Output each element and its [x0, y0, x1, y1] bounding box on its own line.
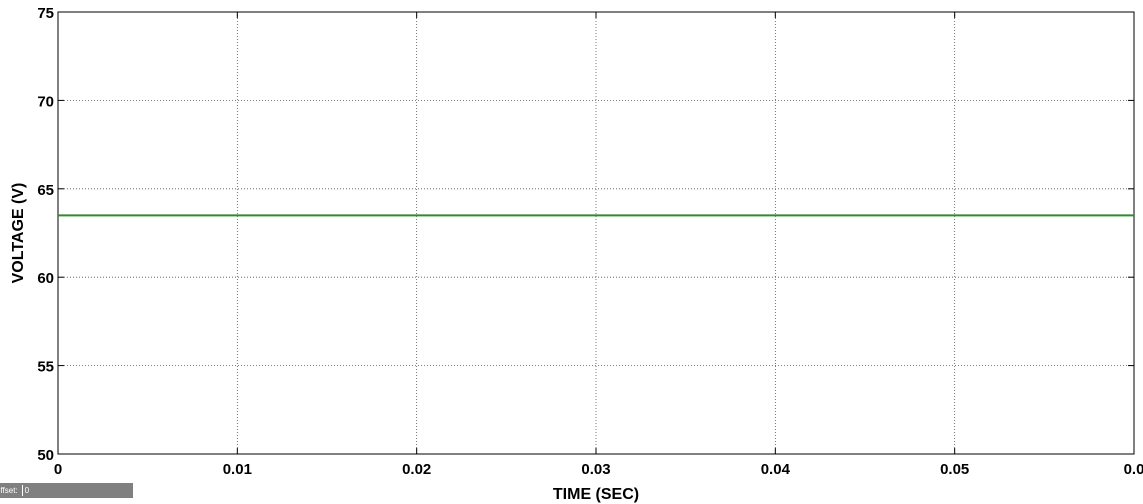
- x-tick-label: 0.01: [223, 461, 252, 478]
- y-tick-label: 60: [37, 270, 54, 287]
- x-tick-label: 0.03: [581, 461, 610, 478]
- y-tick-label: 70: [37, 93, 54, 110]
- y-tick-label: 75: [37, 5, 54, 22]
- offset-control: offset: 0: [0, 483, 133, 498]
- axis-ticks: 0 0.01 0.02 0.03 0.04 0.05 0.0 50 55 60 65 70 75: [37, 5, 1143, 478]
- offset-input[interactable]: 0: [21, 485, 29, 496]
- y-tick-label: 55: [37, 359, 54, 376]
- y-axis-label: VOLTAGE (V): [10, 183, 27, 284]
- y-tick-label: 50: [37, 447, 54, 464]
- grid: [58, 12, 1134, 454]
- offset-label: offset:: [0, 486, 18, 495]
- x-tick-label: 0.05: [940, 461, 969, 478]
- x-tick-label: 0: [54, 461, 62, 478]
- x-axis-label: TIME (SEC): [553, 486, 639, 503]
- y-tick-label: 65: [37, 182, 54, 199]
- x-tick-label: 0.04: [761, 461, 791, 478]
- x-tick-label: 0.02: [402, 461, 431, 478]
- x-tick-label: 0.0: [1124, 461, 1143, 478]
